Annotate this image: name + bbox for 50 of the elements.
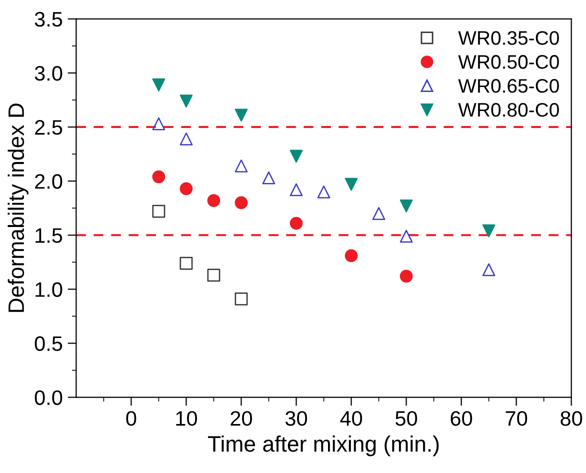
point: [400, 270, 413, 283]
x-tick-label: 0: [126, 411, 136, 426]
point: [234, 292, 248, 306]
x-tick-label: 60: [450, 411, 472, 426]
x-tick-label: 50: [396, 411, 418, 426]
x-tick-label: 70: [506, 411, 528, 426]
point: [482, 224, 496, 238]
point: [344, 178, 358, 191]
x-tick-label: 30: [285, 411, 308, 426]
point: [290, 183, 303, 196]
point: [290, 216, 303, 230]
legend-label: WR0.35-C0: [458, 31, 559, 45]
y-tick-label: 2.0: [35, 174, 62, 189]
point: [152, 170, 166, 184]
point: [180, 94, 193, 108]
legend-label: WR0.50-C0: [458, 55, 559, 69]
x-axis-title: Time after mixing (min.): [208, 435, 439, 456]
point: [234, 160, 248, 172]
point: [152, 117, 166, 130]
point: [400, 230, 413, 243]
point: [152, 204, 166, 218]
point: [372, 207, 386, 220]
point: [400, 200, 413, 212]
point: [482, 263, 496, 276]
y-tick-label: 3.5: [34, 12, 62, 27]
point: [344, 249, 358, 262]
legend-label: WR0.80-C0: [458, 102, 559, 117]
point: [207, 268, 220, 282]
y-tick-label: 1.5: [36, 228, 62, 243]
point: [180, 256, 193, 270]
x-tick-label: 20: [230, 411, 252, 426]
x-tick-label: 10: [176, 411, 197, 426]
point: [234, 196, 248, 210]
y-tick-label: 0.0: [34, 390, 62, 406]
y-tick-label: 2.5: [35, 120, 62, 135]
x-tick-label: 40: [340, 411, 362, 426]
point: [290, 150, 303, 163]
x-tick-label: 80: [560, 411, 582, 426]
y-axis-title: Deformability index D: [8, 104, 28, 312]
point: [234, 108, 248, 122]
y-tick-label: 1.0: [36, 282, 62, 297]
point: [152, 78, 166, 92]
point: [180, 182, 193, 196]
point: [317, 185, 330, 198]
point: [207, 194, 220, 207]
y-tick-label: 3.0: [34, 66, 62, 81]
point: [262, 171, 276, 184]
point: [180, 132, 193, 146]
legend-label: WR0.65-C0: [458, 79, 559, 93]
y-tick-label: 0.5: [34, 336, 62, 352]
